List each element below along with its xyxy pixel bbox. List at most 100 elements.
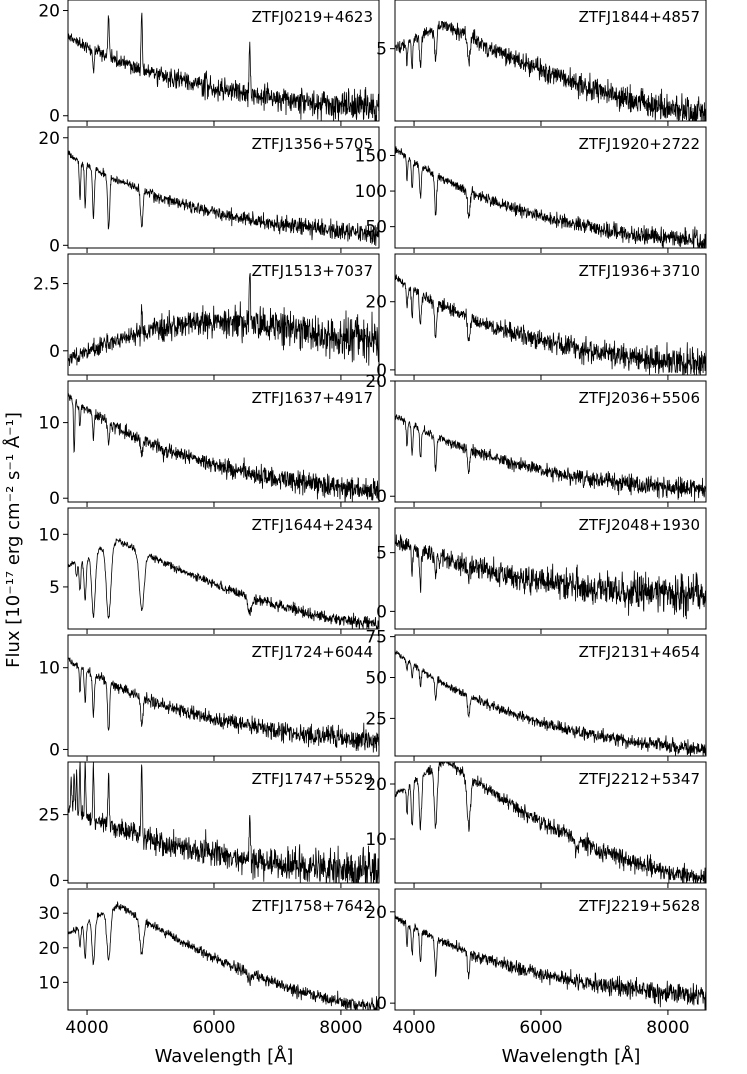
panel-frame — [67, 888, 380, 1011]
y-tick-label: 10 — [38, 659, 60, 679]
y-tick-label: 100 — [355, 182, 387, 202]
y-tick-label: 10 — [38, 525, 60, 545]
x-axis-title-left: Wavelength [Å] — [155, 1045, 294, 1067]
y-axis-title: Flux [10⁻¹⁷ erg cm⁻² s⁻¹ Å⁻¹] — [2, 412, 24, 668]
panel-frame — [394, 253, 707, 376]
panel-frame — [394, 888, 707, 1011]
spectrum-line — [68, 273, 379, 367]
y-tick-label: 10 — [38, 414, 60, 434]
y-tick-label: 20 — [365, 775, 387, 795]
y-tick-label: 0 — [49, 871, 60, 891]
y-tick-label: 0 — [49, 740, 60, 760]
object-name: ZTFJ1356+5705 — [252, 135, 373, 153]
y-tick-label: 30 — [38, 904, 60, 924]
spectrum-line — [395, 273, 706, 375]
panel-frame — [394, 0, 707, 122]
object-name: ZTFJ0219+4623 — [252, 8, 373, 26]
y-tick-label: 0 — [49, 236, 60, 256]
spectrum-panel: 0 20 ZTFJ2036+5506 — [365, 372, 707, 507]
y-tick-label: 20 — [38, 939, 60, 959]
object-name: ZTFJ1844+4857 — [579, 8, 700, 26]
y-tick-label: 50 — [365, 218, 387, 238]
spectrum-panel: 0 5 ZTFJ2048+1930 — [376, 507, 707, 634]
x-tick-label: 8000 — [646, 1018, 689, 1038]
x-axis-title-right: Wavelength [Å] — [502, 1045, 641, 1067]
x-tick-label: 6000 — [192, 1018, 235, 1038]
y-tick-label: 20 — [38, 129, 60, 149]
object-name: ZTFJ2048+1930 — [579, 516, 700, 534]
y-tick-label: 0 — [49, 342, 60, 362]
y-tick-label: 20 — [365, 293, 387, 313]
object-name: ZTFJ1758+7642 — [252, 897, 373, 915]
y-tick-label: 10 — [365, 830, 387, 850]
x-tick-label: 4000 — [392, 1018, 435, 1038]
panel-frame — [67, 761, 380, 884]
panel-frame — [67, 380, 380, 503]
spectrum-line — [395, 20, 706, 121]
spectrum-line — [68, 657, 379, 753]
panel-frame — [394, 761, 707, 884]
y-tick-label: 5 — [49, 578, 60, 598]
spectrum-panel: 0 2.5 ZTFJ1513+7037 — [33, 253, 380, 380]
spectrum-panel: 0 20 4000 6000 8000 ZTFJ2219+5628 — [365, 888, 707, 1038]
spectrum-panel: 0 10 ZTFJ1637+4917 — [38, 380, 380, 509]
y-tick-label: 0 — [49, 107, 60, 127]
panel-frame — [67, 253, 380, 376]
spectrum-panel: 5 10 ZTFJ1644+2434 — [38, 507, 380, 634]
panel-frame — [394, 126, 707, 249]
spectrum-panel: 50 100 150 ZTFJ1920+2722 — [355, 126, 707, 253]
y-tick-label: 0 — [376, 602, 387, 622]
spectrum-line — [68, 150, 379, 246]
y-tick-label: 25 — [38, 806, 60, 826]
y-tick-label: 20 — [365, 372, 387, 392]
spectrum-panel: 5 ZTFJ1844+4857 — [376, 0, 707, 126]
spectrum-panel: 0 20 ZTFJ0219+4623 — [38, 0, 380, 127]
x-tick-label: 8000 — [319, 1018, 362, 1038]
panel-frame — [67, 0, 380, 122]
x-tick-label: 6000 — [519, 1018, 562, 1038]
spectrum-panel: 25 50 75 ZTFJ2131+4654 — [365, 628, 707, 761]
y-tick-label: 0 — [49, 489, 60, 509]
object-name: ZTFJ1747+5529 — [252, 770, 373, 788]
object-name: ZTFJ1724+6044 — [252, 643, 373, 661]
spectrum-line — [68, 12, 379, 121]
y-tick-label: 2.5 — [33, 275, 60, 295]
panel-frame — [394, 507, 707, 630]
spectrum-panel: 10 20 ZTFJ2212+5347 — [365, 761, 707, 888]
object-name: ZTFJ2131+4654 — [579, 643, 700, 661]
spectrum-line — [395, 915, 706, 1010]
object-name: ZTFJ1936+3710 — [579, 262, 700, 280]
y-tick-label: 50 — [365, 669, 387, 689]
object-name: ZTFJ1637+4917 — [252, 389, 373, 407]
panel-frame — [394, 634, 707, 757]
y-tick-label: 0 — [376, 487, 387, 507]
x-tick-label: 4000 — [65, 1018, 108, 1038]
spectrum-line — [68, 900, 379, 1010]
spectrum-panel: 0 20 ZTFJ1936+3710 — [365, 253, 707, 381]
spectrum-line — [395, 412, 706, 502]
y-tick-label: 20 — [365, 903, 387, 923]
spectrum-line — [395, 146, 706, 248]
object-name: ZTFJ2212+5347 — [579, 770, 700, 788]
panel-frame — [67, 126, 380, 249]
y-tick-label: 0 — [376, 994, 387, 1014]
object-name: ZTFJ1920+2722 — [579, 135, 700, 153]
y-tick-label: 25 — [365, 709, 387, 729]
spectrum-line — [68, 762, 379, 883]
panel-frame — [67, 634, 380, 757]
spectrum-line — [395, 762, 706, 883]
y-tick-label: 5 — [376, 40, 387, 60]
y-tick-label: 10 — [38, 973, 60, 993]
spectrum-line — [68, 392, 379, 502]
y-tick-label: 20 — [38, 2, 60, 22]
spectrum-panel: 0 20 ZTFJ1356+5705 — [38, 126, 380, 256]
object-name: ZTFJ2036+5506 — [579, 389, 700, 407]
y-tick-label: 150 — [355, 146, 387, 166]
y-tick-label: 5 — [376, 544, 387, 564]
y-tick-label: 75 — [365, 628, 387, 648]
panel-frame — [67, 507, 380, 630]
panel-frame — [394, 380, 707, 503]
spectrum-panel: 0 25 ZTFJ1747+5529 — [38, 761, 380, 891]
